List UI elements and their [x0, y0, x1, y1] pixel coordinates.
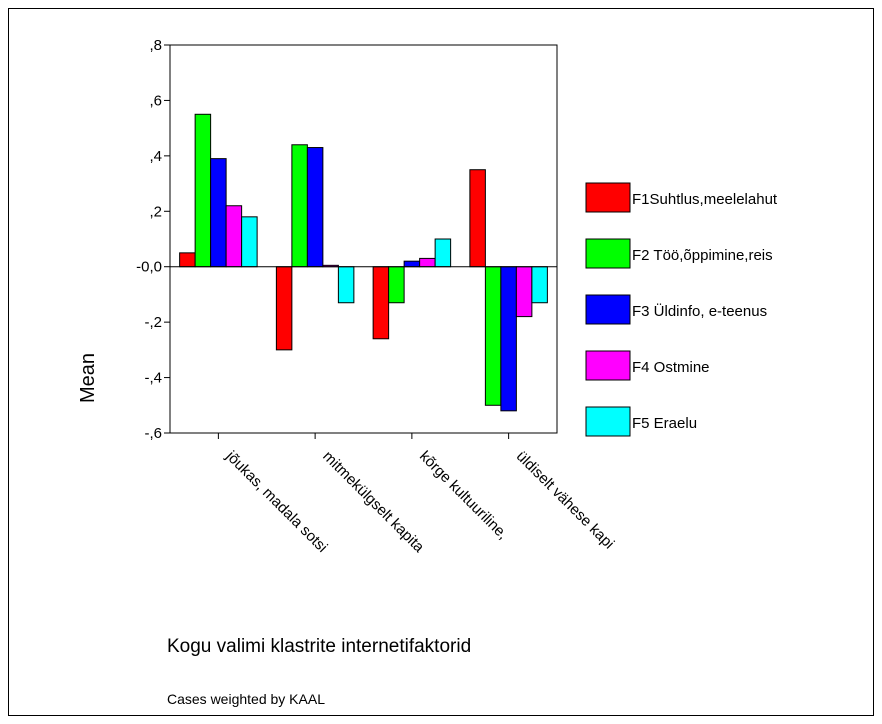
bar-f2-cat-1: [194, 113, 212, 268]
bar-f1-cat-1: [179, 252, 196, 268]
legend-swatch-f4: [585, 350, 631, 381]
legend-swatch-f1: [585, 182, 631, 213]
y-axis-label: Mean: [77, 353, 99, 403]
y-tick-label: -,4: [144, 370, 162, 387]
bar-f3-cat-4: [500, 266, 517, 412]
bar-f5-cat-2: [337, 266, 355, 304]
legend-swatch-f5: [585, 406, 631, 437]
legend-label-f2: F2 Töö,õppimine,reis: [632, 247, 773, 264]
bar-f5-cat-4: [531, 266, 548, 304]
x-category-label: jõukas, madala sotsi: [222, 447, 331, 556]
weighting-note: Cases weighted by KAAL: [167, 691, 325, 707]
y-tick-label: ,8: [149, 37, 162, 54]
x-category-label: üldiselt vähese kapi: [513, 448, 618, 553]
legend-label-f1: F1Suhtlus,meelelahut: [632, 191, 778, 208]
x-category-label: kõrge kultuuriline,: [416, 448, 511, 543]
y-tick-label: -0,0: [136, 259, 162, 276]
legend-label-f3: F3 Üldinfo, e-teenus: [632, 302, 767, 320]
bar-f4-cat-4: [515, 266, 533, 318]
chart-frame: [8, 8, 874, 716]
y-tick-label: -,6: [144, 425, 162, 442]
bar-f3-cat-1: [210, 158, 227, 268]
bar-f3-cat-2: [306, 147, 324, 268]
legend-label-f5: F5 Eraelu: [632, 415, 697, 432]
chart-caption: Kogu valimi klastrite internetifaktorid: [167, 636, 472, 657]
bar-f1-cat-4: [469, 169, 486, 268]
x-category-label: mitmekülgselt kapita: [319, 448, 428, 557]
bar-f2-cat-3: [388, 266, 405, 304]
y-tick-label: -,2: [144, 314, 162, 331]
legend-swatch-f2: [585, 238, 631, 269]
bar-f2-cat-4: [484, 266, 502, 406]
bar-f1-cat-3: [372, 266, 390, 340]
bar-f5-cat-3: [434, 238, 452, 268]
y-tick-label: ,2: [149, 203, 162, 220]
y-tick-label: ,4: [149, 148, 162, 165]
bar-f4-cat-1: [225, 205, 243, 268]
bar-f3-cat-3: [403, 260, 421, 268]
bar-f1-cat-2: [275, 266, 293, 351]
legend-swatch-f3: [585, 294, 631, 325]
bar-f4-cat-3: [419, 257, 436, 268]
bar-f2-cat-2: [291, 144, 308, 268]
legend-label-f4: F4 Ostmine: [632, 359, 710, 376]
plot-area: [169, 44, 558, 434]
y-tick-label: ,6: [149, 92, 162, 109]
bar-f5-cat-1: [241, 216, 258, 268]
